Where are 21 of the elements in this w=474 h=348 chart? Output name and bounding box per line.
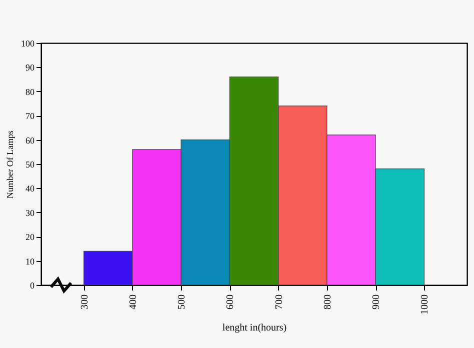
x-tick-label: 1000: [420, 294, 431, 314]
x-tick-label: 300: [79, 294, 90, 310]
x-tick-label: 700: [274, 294, 285, 310]
y-tick-label: 10: [26, 256, 35, 266]
y-tick-label: 100: [21, 38, 35, 48]
x-tick-label: 900: [371, 294, 382, 310]
y-tick-label: 90: [26, 62, 35, 73]
y-tick-label: 60: [26, 135, 35, 146]
y-tick-label: 50: [26, 160, 35, 170]
y-tick-label: 80: [26, 86, 35, 97]
y-tick-label: 40: [26, 184, 35, 194]
x-tick-label: 500: [176, 294, 188, 310]
x-tick-label: 800: [322, 294, 334, 310]
x-tick-label: 600: [225, 294, 236, 310]
y-tick-label: 0: [30, 280, 35, 290]
y-axis-title: Number Of Lamps: [5, 130, 15, 198]
x-tick-label: 400: [128, 294, 139, 310]
x-axis-title: lenght in(hours): [222, 322, 287, 334]
y-tick-label: 20: [26, 232, 35, 242]
y-tick-label: 70: [26, 111, 35, 122]
y-tick-label: 30: [26, 208, 35, 218]
